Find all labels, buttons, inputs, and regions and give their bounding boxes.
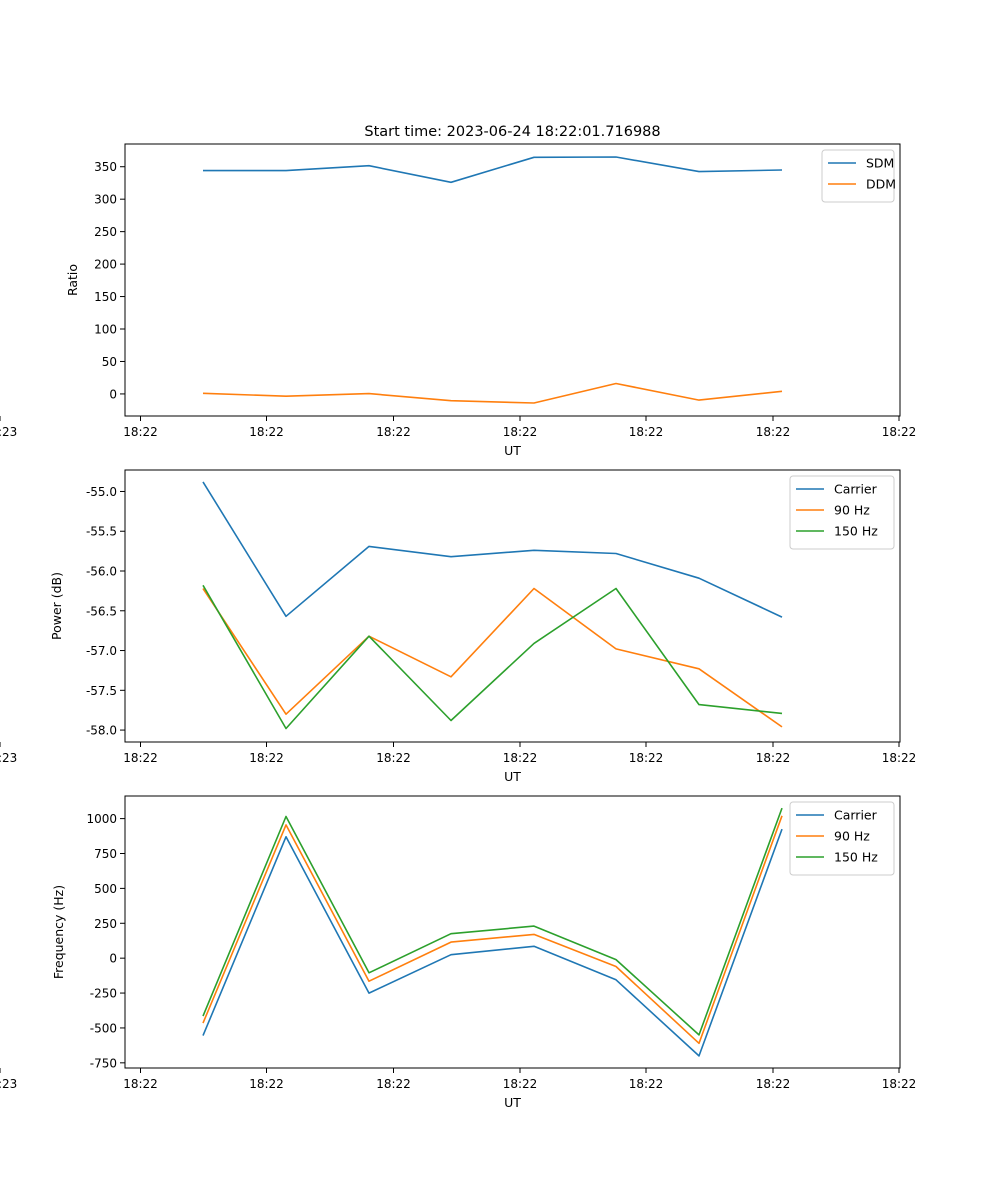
y-tick-label: 250: [94, 917, 117, 931]
y-tick-label: 1000: [86, 812, 117, 826]
legend: SDM DDM: [821, 149, 896, 203]
x-tick-label: 18:22: [756, 751, 791, 765]
y-tick-label: -55.5: [86, 525, 117, 539]
x-tick-label: 18:22: [376, 425, 411, 439]
x-tick-label: 18:22: [376, 1077, 411, 1091]
y-tick-label: 200: [94, 258, 117, 272]
y-tick-label: -58.0: [86, 724, 117, 738]
x-axis-label: UT: [504, 443, 521, 458]
y-tick-label: 50: [102, 355, 117, 369]
y-tick-label: -57.0: [86, 644, 117, 658]
x-tick-label: 18:22: [629, 751, 664, 765]
series-line-90-hz: [202, 815, 783, 1045]
series-line-carrier: [202, 828, 783, 1057]
x-tick-label: 18:22: [882, 751, 917, 765]
legend-label: 90 Hz: [834, 829, 870, 844]
series-line-carrier: [202, 481, 783, 618]
x-tick-label: 18:22: [123, 751, 158, 765]
x-tick-label: 18:22: [629, 1077, 664, 1091]
y-tick-label: -56.0: [86, 565, 117, 579]
subplot-3: 18:22 18:22 18:22 18:22 18:22 18:22 18:22 18:23…: [0, 795, 917, 1110]
x-tick-label: 18:22: [123, 1077, 158, 1091]
series-line-150-hz: [202, 807, 783, 1036]
y-axis-label: Frequency (Hz): [51, 885, 66, 979]
series-line-sdm: [203, 156, 783, 184]
axes-frame: [124, 795, 901, 1069]
x-tick-label: 18:22: [503, 751, 538, 765]
x-tick-label: 18:22: [503, 1077, 538, 1091]
y-tick-label: -57.5: [86, 684, 117, 698]
figure-title: Start time: 2023-06-24 18:22:01.716988: [364, 124, 660, 140]
x-tick-label: 18:23: [0, 751, 17, 765]
x-tick-label: 18:23: [0, 1077, 17, 1091]
x-tick-label: 18:22: [882, 425, 917, 439]
x-tick-label: 18:22: [376, 751, 411, 765]
x-tick-label: 18:22: [756, 425, 791, 439]
legend: Carrier 90 Hz 150 Hz: [789, 801, 895, 876]
y-tick-label: -55.0: [86, 485, 117, 499]
series-line-90-hz: [202, 587, 783, 728]
y-tick-label: 250: [94, 225, 117, 239]
y-tick-label: 0: [109, 387, 117, 401]
y-tick-label: -750: [90, 1056, 117, 1070]
y-tick-label: 750: [94, 847, 117, 861]
y-tick-label: 100: [94, 323, 117, 337]
y-tick-label: 500: [94, 882, 117, 896]
legend-label: DDM: [866, 177, 896, 192]
legend-label: Carrier: [834, 482, 878, 497]
y-tick-label: -56.5: [86, 604, 117, 618]
legend-label: SDM: [866, 156, 894, 171]
x-tick-label: 18:22: [249, 425, 284, 439]
y-tick-label: 300: [94, 193, 117, 207]
subplot-1: 18:22 18:22 18:22 18:22 18:22 18:22 18:22 18:23…: [0, 143, 917, 458]
series-line-150-hz: [202, 584, 783, 730]
legend-label: 150 Hz: [834, 850, 878, 865]
y-axis-label: Power (dB): [49, 572, 64, 640]
x-tick-label: 18:22: [249, 751, 284, 765]
x-tick-label: 18:23: [0, 425, 17, 439]
x-tick-label: 18:22: [249, 1077, 284, 1091]
y-tick-label: 0: [109, 952, 117, 966]
x-tick-label: 18:22: [629, 425, 664, 439]
series-line-ddm: [202, 382, 783, 404]
legend-label: Carrier: [834, 808, 878, 823]
y-tick-label: -500: [90, 1021, 117, 1035]
y-tick-label: 150: [94, 290, 117, 304]
x-axis-label: UT: [504, 1095, 521, 1110]
y-tick-label: 350: [94, 160, 117, 174]
y-tick-label: -250: [90, 987, 117, 1001]
y-axis-label: Ratio: [65, 264, 80, 296]
legend: Carrier 90 Hz 150 Hz: [789, 475, 895, 550]
x-tick-label: 18:22: [882, 1077, 917, 1091]
x-axis-label: UT: [504, 769, 521, 784]
x-tick-label: 18:22: [123, 425, 158, 439]
x-tick-label: 18:22: [503, 425, 538, 439]
legend-label: 150 Hz: [834, 524, 878, 539]
axes-frame: [124, 143, 901, 417]
x-tick-label: 18:22: [756, 1077, 791, 1091]
subplot-2: 18:22 18:22 18:22 18:22 18:22 18:22 18:22 18:23…: [0, 469, 917, 784]
legend-label: 90 Hz: [834, 503, 870, 518]
subplot-stack: 18:22 18:22 18:22 18:22 18:22 18:22 18:22 18:23…: [0, 143, 917, 1110]
axes-frame: [124, 469, 901, 743]
